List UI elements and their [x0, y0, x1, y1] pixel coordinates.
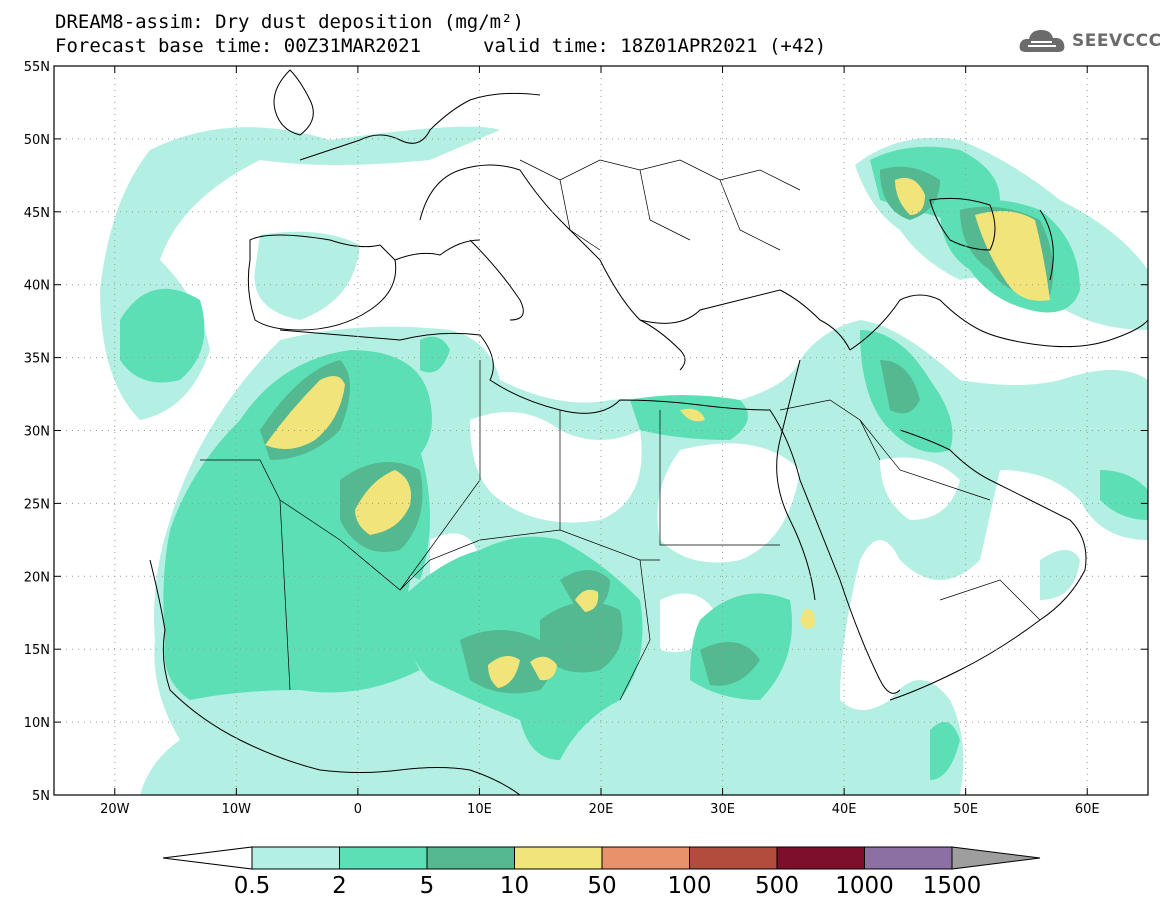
colorbar-label: 1500	[923, 873, 982, 899]
logo-text: SEEVCCC	[1072, 31, 1162, 51]
lon-label: 10E	[467, 802, 492, 817]
seevccc-logo: SEEVCCC	[1018, 26, 1162, 56]
colorbar-under-arrow	[162, 846, 253, 870]
colorbar-swatch	[339, 846, 428, 870]
colorbar-swatch	[601, 846, 690, 870]
lat-label: 25N	[24, 497, 50, 512]
colorbar-swatch	[776, 846, 865, 870]
dust-field	[100, 126, 1148, 795]
lat-label: 5N	[32, 789, 50, 804]
coastlines	[149, 69, 1148, 795]
colorbar-over-arrow	[951, 846, 1041, 870]
colorbar-label: 100	[668, 873, 712, 899]
field-level-4	[265, 177, 1050, 688]
valid-time: valid time: 18Z01APR2021 (+42)	[483, 35, 827, 57]
forecast-base-time: Forecast base time: 00Z31MAR2021	[55, 35, 422, 57]
lon-label: 20E	[589, 802, 614, 817]
colorbar-swatch	[251, 846, 340, 870]
lon-label: 10W	[222, 802, 252, 817]
lon-label: 30E	[710, 802, 735, 817]
colorbar-label: 2	[332, 873, 347, 899]
lat-label: 55N	[24, 60, 50, 75]
colorbar-label: 5	[420, 873, 435, 899]
lon-label: 40E	[832, 802, 857, 817]
lat-label: 10N	[24, 716, 50, 731]
lat-label: 35N	[24, 352, 50, 367]
lat-label: 30N	[24, 425, 50, 440]
lat-label: 50N	[24, 133, 50, 148]
colorbar-label: 10	[500, 873, 529, 899]
colorbar-swatch	[864, 846, 953, 870]
country-borders	[200, 159, 1041, 701]
graticule	[54, 66, 1148, 795]
cloud-icon	[1019, 30, 1065, 52]
lat-label: 45N	[24, 206, 50, 221]
colorbar-label: 500	[755, 873, 799, 899]
colorbar-label: 1000	[835, 873, 894, 899]
lat-label: 15N	[24, 643, 50, 658]
colorbar-swatch	[426, 846, 515, 870]
colorbar-label: 0.5	[234, 873, 271, 899]
map-title: DREAM8-assim: Dry dust deposition (mg/m²…	[55, 11, 524, 33]
lat-label: 40N	[24, 279, 50, 294]
colorbar-label: 50	[587, 873, 616, 899]
lon-label: 20W	[100, 802, 130, 817]
colorbar-swatch	[689, 846, 778, 870]
colorbar: 0.5 2 5 10 50 100 500 1000 1500	[162, 846, 1041, 899]
axis-ticks: 55N 50N 45N 40N 35N 30N 25N 20N 15N 10N 5N 20W 10W 0 1…	[24, 60, 1148, 817]
lon-label: 60E	[1075, 802, 1100, 817]
lat-label: 20N	[24, 570, 50, 585]
lon-label: 0	[354, 802, 362, 817]
lon-label: 50E	[953, 802, 978, 817]
colorbar-swatch	[514, 846, 603, 870]
